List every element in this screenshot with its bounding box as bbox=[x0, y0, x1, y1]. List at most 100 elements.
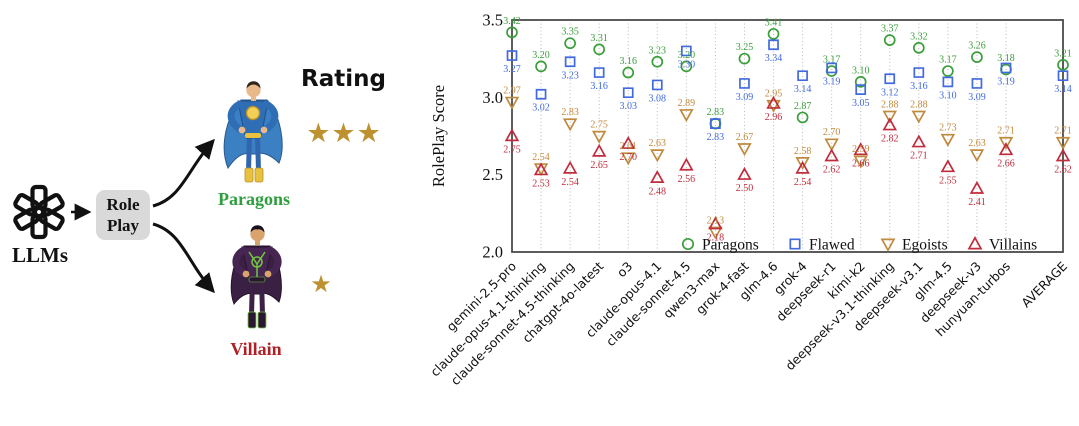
data-point-triangle-up bbox=[853, 142, 868, 156]
data-point-circle bbox=[680, 60, 693, 73]
data-point-square bbox=[651, 79, 663, 91]
role-play-label: Role Play bbox=[106, 194, 140, 235]
x-tick-label: o3 bbox=[614, 259, 636, 281]
value-label: 2.70 bbox=[619, 152, 637, 163]
y-tick-label: 2.0 bbox=[482, 243, 503, 262]
value-label: 2.71 bbox=[910, 151, 928, 162]
data-point-triangle-down bbox=[880, 238, 896, 252]
data-point-triangle-down bbox=[795, 157, 810, 171]
y-tick-label: 2.5 bbox=[482, 165, 503, 184]
villain-label: Villain bbox=[230, 339, 282, 359]
data-point-triangle-down bbox=[504, 96, 520, 110]
y-axis-label: RolePlay Score bbox=[430, 85, 448, 187]
value-label: 2.63 bbox=[649, 138, 667, 149]
data-point-circle bbox=[825, 65, 838, 77]
value-label: 2.54 bbox=[794, 177, 812, 188]
series-Flawed bbox=[506, 39, 1069, 129]
value-label: 2.41 bbox=[968, 197, 986, 208]
legend-item-Flawed: Flawed bbox=[789, 237, 855, 254]
value-label: 2.63 bbox=[968, 138, 986, 149]
x-tick-label: AVERAGE bbox=[1018, 258, 1070, 310]
data-point-triangle-down bbox=[882, 110, 898, 124]
data-point-triangle-down bbox=[998, 136, 1014, 150]
value-label: 3.17 bbox=[939, 55, 957, 66]
value-label: 2.53 bbox=[532, 179, 550, 190]
data-point-triangle-down bbox=[708, 226, 723, 240]
value-label: 2.56 bbox=[678, 174, 696, 185]
value-label: 3.08 bbox=[649, 93, 667, 104]
data-point-circle bbox=[883, 34, 896, 46]
value-label: 3.16 bbox=[619, 56, 637, 67]
value-label: 2.75 bbox=[503, 145, 521, 156]
data-point-triangle-up bbox=[708, 216, 723, 230]
data-point-circle bbox=[971, 51, 983, 63]
value-label: 3.23 bbox=[561, 70, 579, 81]
value-label: 3.23 bbox=[649, 45, 667, 56]
legend-item-Paragons: Paragons bbox=[681, 237, 759, 254]
value-label: 2.48 bbox=[649, 186, 667, 197]
series-labels-Flawed: 3.27 3.02 3.23 3.16 3.03 3.08 3.30 2.83 3.09 3.34… bbox=[503, 53, 1072, 143]
y-axis-ticks: 3.5 3.0 2.5 2.0 bbox=[482, 11, 503, 262]
data-point-triangle-up bbox=[562, 160, 578, 174]
value-label: 3.41 bbox=[765, 17, 783, 28]
value-label: 3.32 bbox=[910, 31, 928, 42]
data-point-triangle-up bbox=[533, 162, 549, 176]
data-point-square bbox=[789, 238, 801, 250]
value-label: 3.30 bbox=[678, 59, 696, 70]
value-label: 2.96 bbox=[765, 112, 783, 123]
legend-label: Villains bbox=[989, 237, 1037, 254]
value-label: 3.18 bbox=[997, 53, 1015, 64]
value-label: 3.27 bbox=[503, 64, 521, 75]
value-label: 3.25 bbox=[736, 42, 754, 53]
value-label: 3.14 bbox=[794, 84, 812, 95]
value-label: 3.21 bbox=[1054, 48, 1072, 59]
value-label: 2.83 bbox=[707, 107, 725, 118]
arrow-to-paragon bbox=[152, 138, 215, 208]
data-point-triangle-up bbox=[1055, 148, 1071, 162]
data-point-circle bbox=[681, 237, 695, 251]
data-point-circle bbox=[854, 76, 867, 88]
data-point-triangle-down bbox=[766, 99, 781, 113]
paragon-hero-image bbox=[223, 81, 283, 183]
data-point-triangle-down bbox=[591, 130, 607, 144]
openai-logo-icon bbox=[13, 184, 65, 240]
value-label: 2.18 bbox=[707, 233, 725, 244]
value-label: 2.75 bbox=[590, 120, 608, 131]
data-point-triangle-down bbox=[824, 138, 839, 152]
value-label: 2.54 bbox=[532, 152, 550, 163]
data-point-triangle-down bbox=[562, 118, 578, 132]
data-point-square bbox=[768, 39, 779, 51]
legend-item-Egoists: Egoists bbox=[880, 237, 948, 254]
arrow-to-villain bbox=[152, 222, 215, 294]
value-label: 3.34 bbox=[765, 53, 783, 64]
value-label: 3.31 bbox=[590, 33, 608, 44]
data-point-triangle-up bbox=[591, 143, 607, 157]
data-point-square bbox=[797, 70, 808, 82]
data-point-square bbox=[681, 45, 692, 57]
value-label: 2.73 bbox=[939, 123, 957, 134]
value-label: 3.16 bbox=[910, 81, 928, 92]
value-label: 2.87 bbox=[794, 101, 812, 112]
data-point-circle bbox=[767, 28, 780, 40]
value-label: 2.61 bbox=[619, 141, 637, 152]
value-label: 2.13 bbox=[707, 215, 725, 226]
value-label: 3.10 bbox=[852, 65, 870, 76]
role-play-box: Role Play bbox=[96, 190, 150, 240]
value-label: 3.14 bbox=[1054, 84, 1072, 95]
value-label: 3.09 bbox=[736, 92, 754, 103]
data-point-triangle-up bbox=[737, 166, 752, 180]
value-label: 2.50 bbox=[736, 183, 754, 194]
data-point-triangle-up bbox=[620, 135, 636, 149]
roleplay-score-chart: 3.5 3.0 2.5 2.0 RolePlay Score 3.42 3.20 3.35 3.… bbox=[427, 0, 1079, 426]
plot-frame bbox=[511, 19, 1064, 253]
data-point-square bbox=[942, 76, 954, 88]
data-point-square bbox=[884, 73, 896, 85]
data-point-triangle-down bbox=[1055, 136, 1071, 150]
value-label: 3.12 bbox=[881, 87, 899, 98]
data-point-triangle-down bbox=[911, 110, 927, 124]
data-point-circle bbox=[506, 26, 518, 39]
roleplay-diagram: LLMs Role Play Rating ★★★ ★ Paragons Vil… bbox=[0, 0, 430, 426]
data-point-triangle-down bbox=[853, 155, 868, 169]
data-point-triangle-up bbox=[504, 128, 520, 142]
